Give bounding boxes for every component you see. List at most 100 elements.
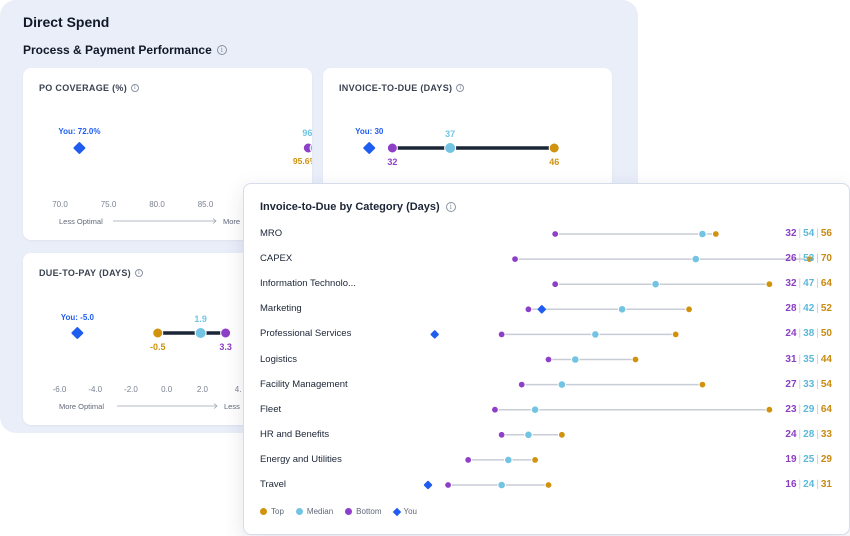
less-optimal-caption: Less: [224, 402, 240, 411]
category-label: CAPEX: [260, 253, 293, 265]
value-separator: |: [816, 453, 819, 465]
page-title: Direct Spend: [23, 14, 110, 30]
value-separator: |: [798, 353, 802, 365]
top-value-label: -0.5: [150, 342, 166, 352]
category-label: HR and Benefits: [260, 428, 330, 440]
bottom-value: 27: [785, 378, 797, 390]
info-icon[interactable]: i: [456, 84, 465, 92]
bottom-top-value-label: 95.6%8%: [293, 156, 312, 166]
median-marker: [557, 380, 567, 389]
you-value-label: You: -5.0: [61, 313, 95, 322]
median-value: 33: [803, 378, 815, 390]
median-value: 38: [803, 328, 815, 340]
median-marker: [497, 480, 506, 490]
bottom-marker: [551, 230, 560, 238]
bottom-marker: [524, 305, 533, 314]
info-icon[interactable]: i: [134, 269, 143, 277]
median-marker: [504, 455, 513, 465]
top-value: 29: [820, 453, 832, 465]
median-marker: [309, 143, 312, 153]
invoice-to-due-by-category-popup[interactable]: Invoice-to-Due by Category (Days) i MRO 3…: [243, 183, 850, 535]
info-icon[interactable]: i: [445, 202, 456, 212]
top-value: 64: [820, 278, 832, 290]
top-value: 70: [820, 253, 832, 265]
info-icon[interactable]: i: [216, 45, 227, 55]
bottom-value-label: 32: [387, 157, 397, 167]
x-tick-label: 70.0: [52, 200, 68, 209]
category-chart: [423, 229, 814, 490]
bottom-marker: [511, 255, 519, 263]
median-marker: [570, 355, 580, 364]
info-icon[interactable]: i: [131, 84, 140, 92]
bottom-value: 32: [785, 228, 797, 239]
median-marker: [524, 430, 533, 440]
median-marker: [591, 330, 600, 339]
section-subtitle-text: Process & Payment Performance: [23, 43, 212, 57]
legend-top-label: Top: [271, 507, 284, 516]
value-separator: |: [798, 303, 802, 315]
value-separator: |: [798, 479, 802, 490]
more-optimal-caption: More: [223, 217, 240, 226]
top-value: 52: [820, 303, 832, 315]
median-value: 28: [803, 428, 815, 440]
invoice-to-due-title: INVOICE-TO-DUE (DAYS) i: [339, 83, 465, 93]
value-separator: |: [816, 278, 819, 290]
you-marker: [537, 305, 546, 314]
category-label: Marketing: [260, 303, 302, 315]
legend-item-median[interactable]: Median: [295, 507, 333, 516]
median-value: 29: [803, 403, 815, 415]
invoice-to-due-chart: You: 30 32 37 46: [355, 127, 560, 167]
bottom-dot-icon: [345, 508, 353, 515]
value-separator: |: [816, 228, 819, 239]
bottom-value: 24: [785, 328, 797, 340]
due-to-pay-title: DUE-TO-PAY (DAYS) i: [39, 268, 143, 278]
legend-bottom-label: Bottom: [356, 507, 382, 516]
bottom-value: 23: [785, 403, 797, 415]
bottom-value: 28: [785, 303, 797, 315]
legend-item-you[interactable]: You: [392, 507, 417, 516]
median-value-label: 96.3%: [302, 128, 312, 138]
top-marker: [711, 230, 720, 238]
bottom-value: 26: [785, 253, 797, 265]
you-marker: [71, 327, 84, 339]
value-separator: |: [816, 378, 819, 390]
legend-item-bottom[interactable]: Bottom: [345, 507, 382, 516]
top-value-label: 46: [549, 157, 559, 167]
value-separator: |: [798, 253, 802, 265]
median-marker: [698, 229, 707, 239]
x-tick-label: -6.0: [53, 385, 67, 394]
bottom-marker: [302, 142, 312, 154]
x-tick-label: 2.0: [197, 385, 209, 394]
bottom-value: 32: [785, 278, 797, 290]
category-label: Logistics: [260, 353, 297, 365]
top-marker: [152, 327, 164, 339]
popup-title: Invoice-to-Due by Category (Days) i: [260, 201, 456, 213]
category-values: 16 | 24 | 31: [785, 479, 832, 490]
bottom-marker: [497, 330, 506, 339]
category-values: 26 | 53 | 70: [785, 253, 832, 264]
value-separator: |: [798, 228, 802, 239]
bottom-marker: [220, 327, 232, 339]
median-value: 53: [803, 253, 815, 265]
bottom-value: 24: [785, 428, 797, 440]
value-separator: |: [816, 303, 819, 315]
bottom-marker: [491, 405, 499, 414]
median-value: 35: [803, 353, 815, 365]
x-tick-label: 4.: [235, 385, 242, 394]
median-marker: [691, 254, 701, 264]
category-label: MRO: [260, 228, 283, 239]
category-label: Fleet: [260, 403, 282, 415]
category-label: Information Technolo...: [260, 278, 356, 290]
legend-item-top[interactable]: Top: [260, 507, 284, 516]
category-values: 19 | 25 | 29: [785, 454, 832, 465]
value-separator: |: [816, 353, 819, 365]
median-value: 24: [803, 479, 815, 490]
top-marker: [548, 142, 560, 154]
category-label: Energy and Utilities: [260, 453, 342, 465]
top-value: 54: [820, 378, 832, 390]
top-marker: [805, 255, 814, 263]
section-subtitle: Process & Payment Performance i: [23, 43, 227, 57]
bottom-value-label: 3.3: [219, 342, 232, 352]
top-value: 31: [820, 479, 832, 490]
top-marker: [685, 305, 693, 314]
